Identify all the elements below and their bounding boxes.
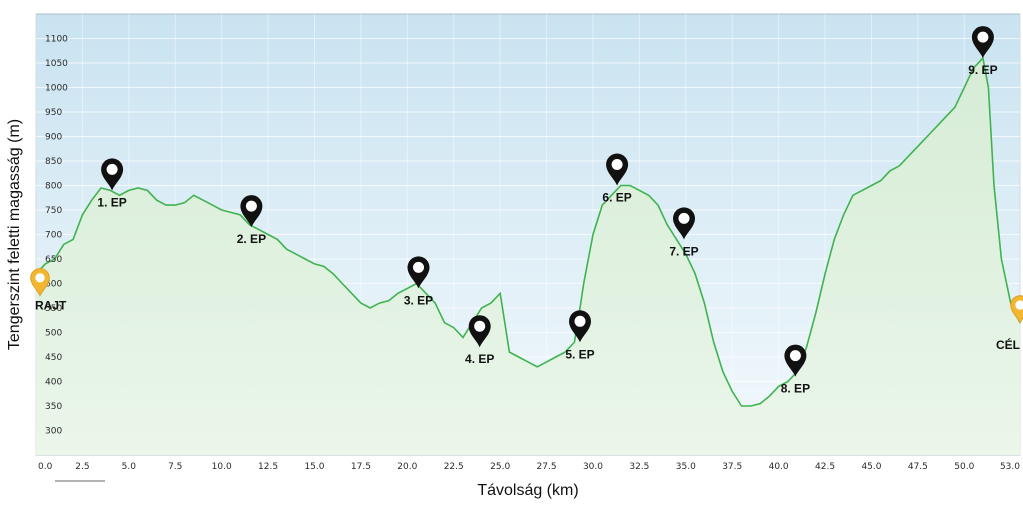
y-tick-label: 650 (45, 255, 62, 265)
checkpoint-marker: 8. EP (781, 344, 810, 396)
y-tick-label: 500 (45, 329, 62, 339)
y-axis-ticks: 300 350 400 450 500 550 600 650 700 750 800 850 900 9… (45, 35, 68, 437)
map-pin-icon (468, 315, 491, 348)
y-tick-label: 300 (45, 427, 62, 437)
x-tick-label: 12.5 (258, 462, 278, 472)
checkpoint-marker: 7. EP (669, 207, 699, 258)
map-pin-icon (569, 310, 591, 343)
x-tick-label: 15.0 (304, 462, 324, 472)
x-tick-label: 30.0 (583, 462, 603, 472)
x-tick-label: 17.5 (351, 462, 371, 472)
x-tick-label: 32.5 (629, 462, 649, 472)
elevation-line (35, 56, 1021, 407)
y-tick-label: 1100 (45, 35, 68, 45)
waypoint-label: 2. EP (237, 232, 266, 246)
checkpoint-marker: 1. EP (97, 158, 127, 209)
checkpoint-marker: 9. EP (968, 26, 998, 77)
map-pin-icon (30, 268, 50, 297)
y-tick-label: 600 (45, 280, 62, 290)
checkpoint-marker: 3. EP (404, 256, 433, 307)
map-pin-icon (784, 344, 807, 377)
x-axis-title: Távolság (km) (477, 482, 578, 499)
y-tick-label: 1000 (45, 84, 68, 94)
x-tick-label: 27.5 (537, 462, 557, 472)
x-tick-label: 2.5 (75, 462, 89, 472)
map-pin-icon (971, 26, 994, 59)
waypoint-label: 3. EP (404, 293, 433, 307)
y-tick-label: 900 (45, 133, 62, 143)
y-tick-label: 1050 (45, 59, 68, 69)
map-pin-icon (240, 195, 263, 228)
waypoint-label: 5. EP (565, 347, 594, 361)
x-tick-label: 7.5 (168, 462, 182, 472)
map-pin-icon (673, 207, 695, 240)
waypoint-markers: RAJT 1. EP 2. EP 3. EP 4. EP 5. EP 6. EP 7. EP 8… (30, 26, 1023, 396)
y-tick-label: 400 (45, 378, 62, 388)
x-tick-label: 35.0 (676, 462, 696, 472)
y-axis-title: Tengerszint feletti magasság (m) (6, 119, 23, 350)
waypoint-label: 4. EP (465, 352, 494, 366)
x-tick-label: 20.0 (397, 462, 417, 472)
y-tick-label: 750 (45, 206, 62, 216)
y-tick-label: 800 (45, 182, 62, 192)
y-tick-label: 950 (45, 108, 62, 118)
waypoint-label: CÉL (996, 337, 1020, 352)
x-tick-label: 10.0 (212, 462, 232, 472)
elevation-area-fill (36, 58, 1020, 455)
y-tick-label: 350 (45, 402, 62, 412)
checkpoint-marker: 5. EP (565, 310, 595, 361)
y-tick-label: 850 (45, 157, 62, 167)
y-tick-label: 700 (45, 231, 62, 241)
x-tick-label: 22.5 (444, 462, 464, 472)
map-pin-icon (1010, 295, 1023, 324)
map-pin-icon (407, 256, 430, 289)
start-marker: RAJT (30, 268, 67, 313)
checkpoint-marker: 2. EP (237, 195, 266, 246)
y-tick-label: 550 (45, 304, 62, 314)
x-tick-label: 0.0 (38, 462, 53, 472)
x-tick-label: 53.0 (1000, 462, 1020, 472)
map-pin-icon (606, 153, 629, 186)
x-tick-label: 45.0 (861, 462, 881, 472)
checkpoint-marker: 6. EP (602, 153, 632, 205)
waypoint-label: RAJT (35, 299, 67, 313)
x-tick-label: 25.0 (490, 462, 510, 472)
map-pin-icon (101, 158, 124, 191)
finish-marker: CÉL (996, 295, 1023, 352)
x-axis-ticks: 0.0 2.5 5.0 7.5 10.0 12.5 15.0 17.5 20.0 22.5 25.0… (38, 462, 1020, 472)
x-tick-label: 42.5 (815, 462, 835, 472)
x-tick-label: 37.5 (722, 462, 742, 472)
waypoint-label: 9. EP (968, 63, 997, 77)
waypoint-label: 7. EP (669, 244, 698, 258)
x-tick-label: 50.0 (954, 462, 974, 472)
x-tick-label: 47.5 (908, 462, 928, 472)
y-tick-label: 450 (45, 353, 62, 363)
x-tick-label: 5.0 (122, 462, 137, 472)
waypoint-label: 6. EP (602, 191, 631, 205)
waypoint-label: 1. EP (97, 195, 126, 209)
waypoint-label: 8. EP (781, 382, 810, 396)
checkpoint-marker: 4. EP (465, 315, 494, 366)
x-tick-label: 40.0 (769, 462, 789, 472)
